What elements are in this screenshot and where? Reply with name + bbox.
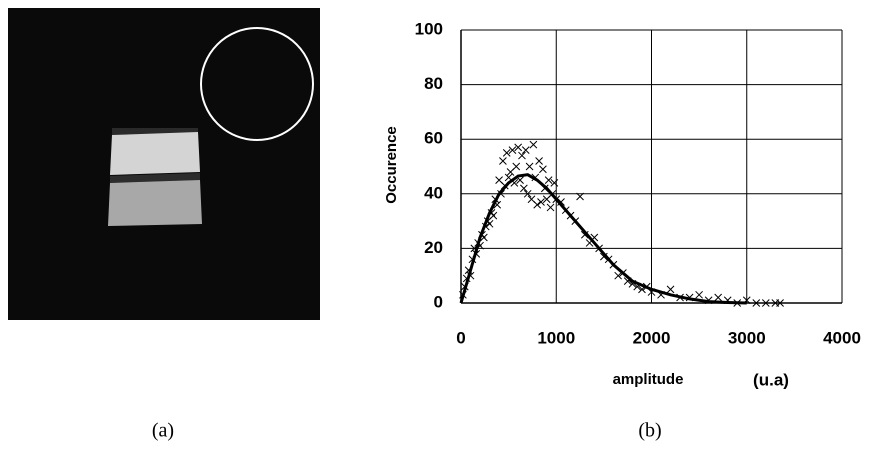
x-axis-unit: (u.a): [753, 370, 789, 389]
point: [514, 143, 523, 152]
y-tick-label: 40: [424, 183, 443, 202]
fit-curve: [459, 173, 747, 305]
y-axis-label: Occurence: [383, 126, 400, 204]
point: [614, 271, 623, 280]
point: [518, 151, 526, 160]
point: [714, 293, 723, 302]
point: [508, 146, 517, 154]
point: [550, 179, 559, 187]
point: [539, 165, 547, 174]
point: [521, 146, 530, 154]
point: [533, 200, 542, 209]
point: [502, 148, 511, 157]
point: [776, 299, 784, 307]
y-tick-label: 100: [415, 19, 443, 38]
x-tick-label: 4000: [823, 328, 861, 347]
point: [512, 162, 521, 171]
y-tick-label: 80: [424, 74, 443, 93]
point: [535, 157, 543, 165]
x-tick-label: 3000: [728, 328, 766, 347]
point: [544, 176, 553, 185]
point: [523, 189, 532, 198]
point: [761, 299, 770, 307]
x-tick-label: 0: [456, 328, 465, 347]
y-tick-label: 20: [424, 238, 443, 257]
x-tick-label: 2000: [633, 328, 671, 347]
y-tick-label: 60: [424, 129, 443, 148]
mri-image: [8, 8, 320, 320]
point: [537, 198, 545, 206]
point: [520, 184, 528, 193]
x-tick-label: 1000: [537, 328, 575, 347]
point: [666, 285, 675, 294]
point: [576, 192, 584, 201]
x-axis-label: amplitude: [613, 371, 684, 388]
caption: (b): [638, 420, 661, 442]
y-tick-label: 0: [434, 292, 443, 311]
caption: (a): [152, 420, 174, 442]
point: [752, 299, 761, 307]
point: [546, 203, 555, 212]
point: [525, 162, 534, 171]
point: [499, 157, 507, 165]
point: [529, 140, 538, 149]
point: [695, 290, 703, 299]
